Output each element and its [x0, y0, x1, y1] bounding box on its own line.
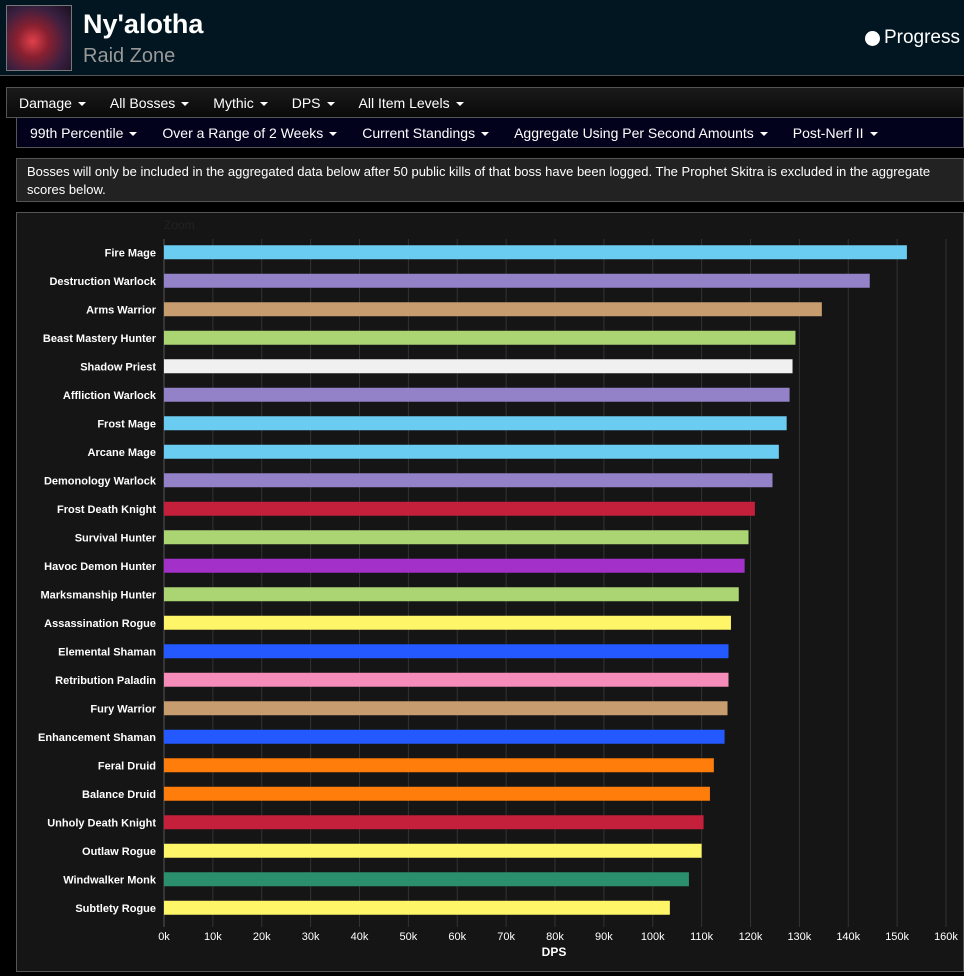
x-tick-label: 80k: [546, 931, 564, 943]
x-tick-label: 100k: [641, 931, 665, 943]
bar[interactable]: [164, 359, 793, 374]
x-tick-label: 50k: [400, 931, 418, 943]
standings-dropdown[interactable]: Current Standings: [349, 125, 501, 141]
notice-message: Bosses will only be included in the aggr…: [16, 158, 964, 202]
x-tick-label: 70k: [497, 931, 515, 943]
category-label: Assassination Rogue: [44, 618, 156, 630]
x-tick-label: 0k: [158, 931, 170, 943]
x-tick-label: 90k: [595, 931, 613, 943]
item-level-dropdown[interactable]: All Item Levels: [347, 95, 476, 111]
category-label: Windwalker Monk: [63, 874, 157, 886]
page-title: Ny'alotha: [83, 9, 204, 39]
bar[interactable]: [164, 701, 728, 716]
bar[interactable]: [164, 815, 704, 830]
bar[interactable]: [164, 644, 729, 659]
x-tick-label: 60k: [448, 931, 466, 943]
category-label: Unholy Death Knight: [47, 817, 156, 829]
x-tick-label: 130k: [787, 931, 811, 943]
category-label: Destruction Warlock: [49, 276, 156, 288]
bar[interactable]: [164, 245, 907, 260]
difficulty-dropdown[interactable]: Mythic: [201, 95, 279, 111]
x-tick-label: 10k: [204, 931, 222, 943]
bar[interactable]: [164, 758, 714, 773]
category-label: Shadow Priest: [80, 361, 156, 373]
page-subtitle: Raid Zone: [83, 45, 176, 67]
x-tick-label: 110k: [690, 931, 714, 943]
category-label: Demonology Warlock: [44, 475, 157, 487]
category-label: Arms Warrior: [86, 304, 157, 316]
dps-bar-chart: Zoom Fire Mage Destruction Warlock Arms Wa…: [38, 218, 958, 959]
category-label: Beast Mastery Hunter: [43, 333, 157, 345]
x-tick-label: 120k: [739, 931, 763, 943]
range-dropdown[interactable]: Over a Range of 2 Weeks: [149, 125, 349, 141]
boss-dropdown[interactable]: All Bosses: [98, 95, 201, 111]
bar[interactable]: [164, 273, 870, 288]
category-label: Subtlety Rogue: [75, 903, 156, 915]
bar[interactable]: [164, 786, 710, 801]
role-dropdown[interactable]: DPS: [280, 95, 347, 111]
category-label: Arcane Mage: [88, 447, 156, 459]
category-label: Balance Druid: [82, 789, 156, 801]
x-tick-label: 140k: [836, 931, 860, 943]
page-header: Ny'alotha Raid Zone Progress: [0, 0, 964, 76]
category-label: Feral Druid: [98, 760, 156, 772]
bar[interactable]: [164, 501, 755, 516]
category-label: Frost Mage: [97, 418, 156, 430]
progress-link[interactable]: Progress: [864, 27, 960, 49]
bar[interactable]: [164, 387, 790, 402]
bar[interactable]: [164, 872, 689, 887]
bar[interactable]: [164, 587, 739, 602]
bar[interactable]: [164, 473, 773, 488]
category-label: Fire Mage: [105, 247, 156, 259]
x-axis-title: DPS: [542, 945, 567, 959]
zone-image: [6, 5, 72, 71]
x-tick-label: 30k: [302, 931, 320, 943]
percentile-dropdown[interactable]: 99th Percentile: [17, 125, 149, 141]
bar[interactable]: [164, 900, 670, 915]
category-label: Affliction Warlock: [63, 390, 157, 402]
bar[interactable]: [164, 558, 745, 573]
x-tick-label: 20k: [253, 931, 271, 943]
category-label: Outlaw Rogue: [82, 846, 156, 858]
primary-filter-bar: Damage All Bosses Mythic DPS All Item Le…: [6, 87, 964, 118]
category-label: Havoc Demon Hunter: [44, 561, 157, 573]
x-tick-label: 160k: [934, 931, 958, 943]
category-label: Retribution Paladin: [55, 675, 156, 687]
patch-dropdown[interactable]: Post-Nerf II: [780, 125, 890, 141]
secondary-filter-bar: 99th Percentile Over a Range of 2 Weeks …: [16, 118, 964, 148]
category-label: Fury Warrior: [90, 703, 156, 715]
x-tick-label: 150k: [885, 931, 909, 943]
bar[interactable]: [164, 530, 749, 545]
chart-panel: Zoom Fire Mage Destruction Warlock Arms Wa…: [16, 212, 964, 972]
category-label: Enhancement Shaman: [38, 732, 156, 744]
category-label: Frost Death Knight: [57, 504, 156, 516]
zoom-label[interactable]: Zoom: [164, 218, 195, 232]
bar[interactable]: [164, 302, 822, 317]
category-label: Marksmanship Hunter: [40, 589, 156, 601]
category-label: Elemental Shaman: [58, 646, 156, 658]
bar[interactable]: [164, 615, 731, 630]
aggregate-dropdown[interactable]: Aggregate Using Per Second Amounts: [501, 125, 780, 141]
bar[interactable]: [164, 444, 779, 459]
bar[interactable]: [164, 330, 796, 345]
bar[interactable]: [164, 729, 725, 744]
category-label: Survival Hunter: [75, 532, 157, 544]
bar[interactable]: [164, 672, 729, 687]
bar[interactable]: [164, 416, 787, 431]
x-tick-label: 40k: [351, 931, 369, 943]
bar[interactable]: [164, 843, 702, 858]
metric-dropdown[interactable]: Damage: [7, 95, 98, 111]
globe-icon: [864, 30, 880, 46]
progress-label: Progress: [883, 27, 960, 48]
